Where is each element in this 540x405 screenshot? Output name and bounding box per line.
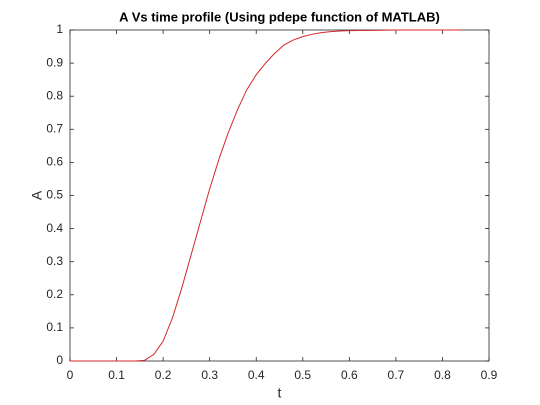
x-tick-label: 0.9 (481, 368, 498, 382)
x-tick-label: 0.5 (294, 368, 311, 382)
x-tick-label: 0.2 (155, 368, 172, 382)
x-tick-label: 0.6 (341, 368, 358, 382)
x-tick-label: 0 (67, 368, 74, 382)
x-tick-label: 0.8 (434, 368, 451, 382)
y-tick-label: 0.7 (46, 121, 63, 135)
x-tick-label: 0.1 (108, 368, 125, 382)
data-line (70, 29, 462, 362)
x-tick-label: 0.7 (388, 368, 405, 382)
x-tick-label: 0.4 (248, 368, 265, 382)
x-tick-label: 0.3 (201, 368, 218, 382)
y-tick-label: 0.5 (46, 188, 63, 202)
y-tick-label: 0 (56, 353, 63, 367)
y-tick-label: 0.1 (46, 320, 63, 334)
y-tick-label: 0.2 (46, 287, 63, 301)
y-tick-label: 0.9 (46, 55, 63, 69)
y-tick-label: 0.3 (46, 254, 63, 268)
chart-title: A Vs time profile (Using pdepe function … (119, 9, 440, 24)
y-tick-label: 1 (56, 22, 63, 36)
y-tick-label: 0.6 (46, 155, 63, 169)
y-tick-label: 0.8 (46, 88, 63, 102)
y-axis-label: A (29, 190, 45, 200)
x-axis-label: t (278, 385, 282, 401)
y-tick-label: 0.4 (46, 221, 63, 235)
plot-area (69, 29, 490, 362)
